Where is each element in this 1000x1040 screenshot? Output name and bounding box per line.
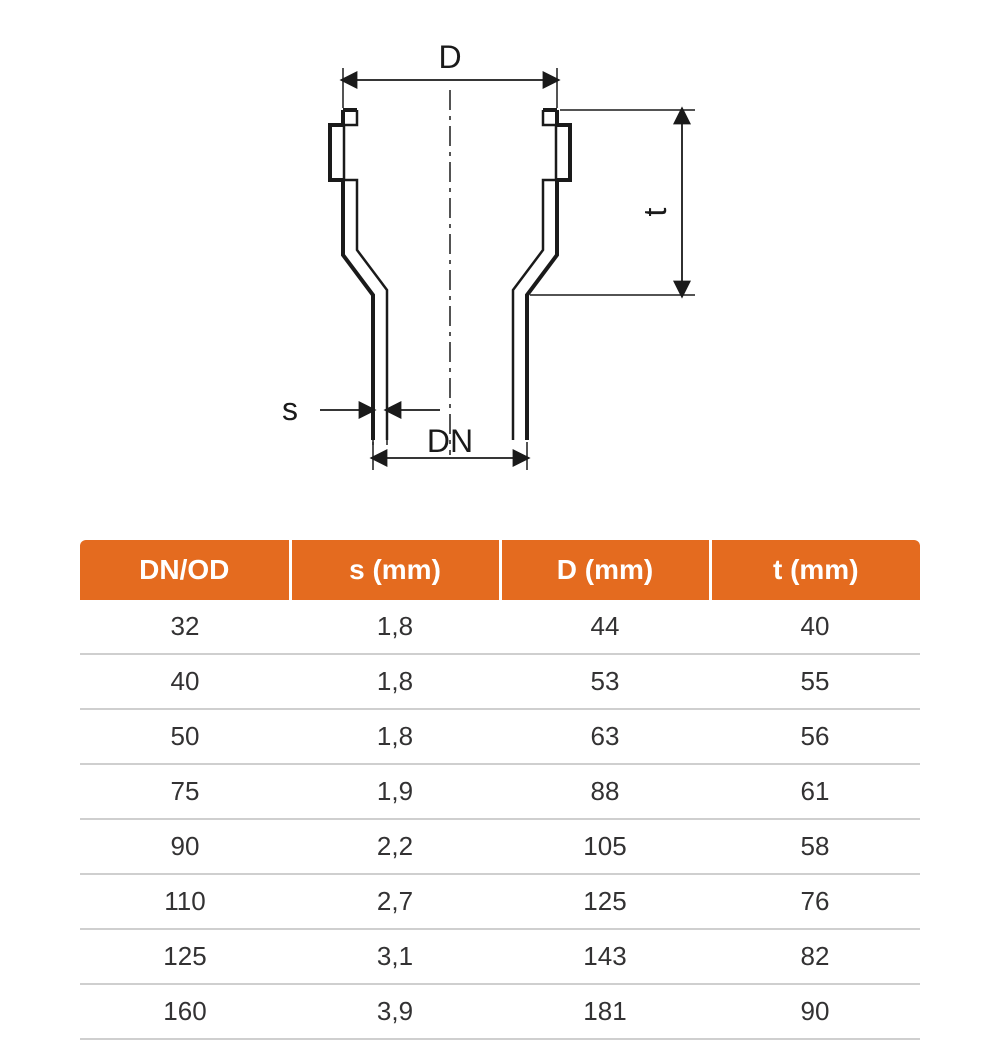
dim-label-DN: DN (427, 423, 473, 459)
table-row: 160 3,9 181 90 (80, 984, 920, 1039)
pipe-inner-right (513, 110, 556, 440)
table-row: 110 2,7 125 76 (80, 874, 920, 929)
dim-label-t: t (637, 207, 673, 216)
spec-table-header: DN/OD s (mm) D (mm) t (mm) (80, 540, 920, 600)
table-row: 90 2,2 105 58 (80, 819, 920, 874)
table-row: 32 1,8 44 40 (80, 600, 920, 654)
col-header-dnod: DN/OD (80, 540, 290, 600)
spec-table-body: 32 1,8 44 40 40 1,8 53 55 50 1,8 63 56 7… (80, 600, 920, 1039)
pipe-outer-left (330, 110, 373, 440)
table-row: 75 1,9 88 61 (80, 764, 920, 819)
col-header-t: t (mm) (710, 540, 920, 600)
table-row: 50 1,8 63 56 (80, 709, 920, 764)
col-header-D: D (mm) (500, 540, 710, 600)
spec-table: DN/OD s (mm) D (mm) t (mm) 32 1,8 44 40 … (80, 540, 920, 1040)
diagram-svg: D t s DN (150, 40, 850, 480)
dim-label-D: D (438, 40, 461, 75)
dim-label-s: s (282, 391, 298, 427)
pipe-outer-right (527, 110, 570, 440)
table-row: 40 1,8 53 55 (80, 654, 920, 709)
pipe-socket-diagram: D t s DN (150, 40, 850, 480)
table-row: 125 3,1 143 82 (80, 929, 920, 984)
pipe-inner-left (344, 110, 387, 440)
col-header-s: s (mm) (290, 540, 500, 600)
spec-table-container: DN/OD s (mm) D (mm) t (mm) 32 1,8 44 40 … (80, 540, 920, 1040)
